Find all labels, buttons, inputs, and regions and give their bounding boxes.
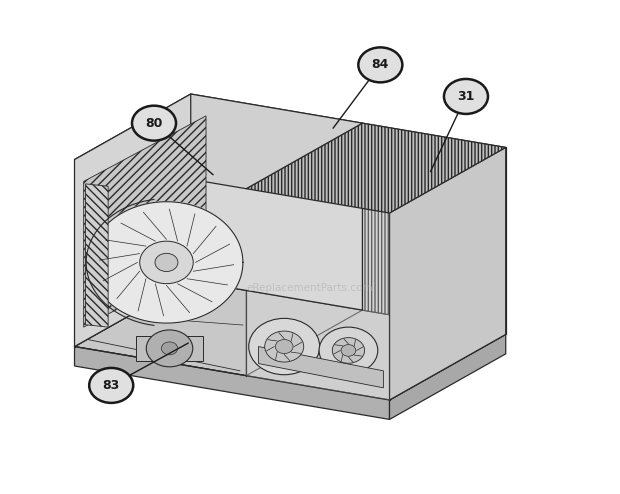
- Circle shape: [332, 337, 365, 363]
- Circle shape: [132, 106, 176, 141]
- Polygon shape: [74, 281, 506, 400]
- Text: 84: 84: [371, 58, 389, 71]
- Polygon shape: [246, 123, 506, 213]
- Circle shape: [341, 345, 356, 356]
- Polygon shape: [389, 147, 506, 400]
- Text: eReplacementParts.com: eReplacementParts.com: [247, 283, 373, 293]
- Polygon shape: [74, 94, 363, 189]
- Polygon shape: [363, 123, 506, 334]
- Polygon shape: [86, 184, 108, 327]
- Circle shape: [358, 47, 402, 82]
- Circle shape: [265, 331, 304, 362]
- Circle shape: [146, 330, 193, 367]
- Circle shape: [275, 339, 293, 354]
- Circle shape: [140, 241, 193, 284]
- Polygon shape: [74, 347, 389, 419]
- Text: 31: 31: [458, 90, 475, 103]
- Polygon shape: [259, 346, 383, 388]
- Circle shape: [161, 342, 178, 355]
- Text: 83: 83: [102, 379, 120, 392]
- Polygon shape: [246, 189, 389, 400]
- Text: 80: 80: [145, 117, 162, 129]
- Polygon shape: [136, 336, 203, 361]
- Circle shape: [155, 253, 178, 272]
- Polygon shape: [191, 94, 363, 310]
- Polygon shape: [84, 116, 206, 327]
- Polygon shape: [90, 202, 243, 323]
- Polygon shape: [389, 334, 506, 419]
- Polygon shape: [74, 94, 191, 347]
- Circle shape: [249, 318, 320, 375]
- Circle shape: [89, 368, 133, 403]
- Circle shape: [444, 79, 488, 114]
- Circle shape: [319, 327, 378, 374]
